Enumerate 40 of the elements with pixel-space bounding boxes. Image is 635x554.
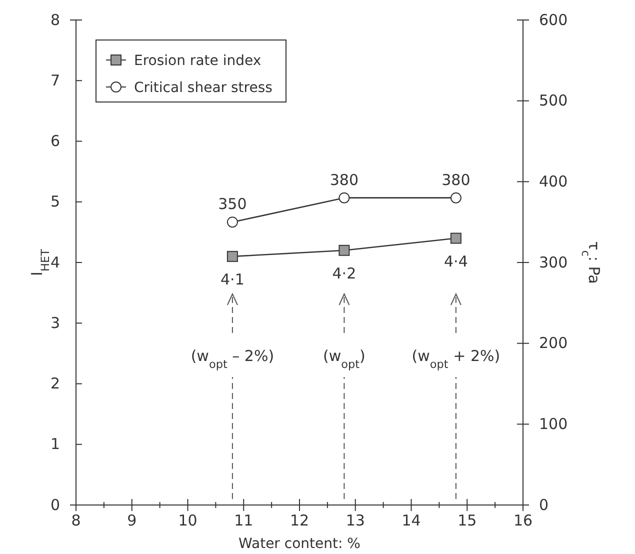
y-tick-label: 4 (50, 253, 60, 272)
x-axis-title: Water content: % (238, 536, 360, 552)
legend-label: Erosion rate index (134, 53, 262, 69)
x-tick-label: 15 (458, 512, 477, 530)
y-tick-label: 0 (50, 496, 60, 514)
point (450, 232, 462, 244)
y-tick-label: 1 (50, 435, 60, 454)
annotation: (w$_{opt}$) (322, 347, 366, 370)
annotation: (w$_{opt}$ + 2%) (412, 347, 500, 370)
data-label: 4·4 (444, 252, 468, 270)
data-label: 4·2 (332, 264, 356, 282)
y-tick-label: 5 (50, 192, 60, 211)
x-tick-label: 10 (178, 512, 198, 530)
y-tick-label: 6 (50, 132, 60, 150)
y2-tick-label: 200 (539, 334, 568, 352)
x-tick-label: 11 (234, 512, 254, 530)
data-label: 380 (442, 170, 470, 189)
y-tick-label: 3 (50, 314, 60, 332)
x-tick-label: 13 (346, 512, 365, 530)
y2-tick-label: 500 (539, 92, 568, 110)
y2-tick-label: 400 (539, 172, 568, 190)
annotation: (w$_{opt}$ – 2%) (190, 347, 274, 370)
x-tick-label: 14 (402, 512, 421, 530)
y-tick-label: 8 (50, 10, 60, 29)
x-tick-label: 12 (290, 512, 310, 530)
point (338, 244, 350, 256)
y2-tick-label: 300 (539, 253, 568, 272)
x-tick-label: 9 (127, 512, 137, 530)
y2-tick-label: 100 (539, 414, 568, 433)
x-tick-label: 8 (71, 512, 81, 530)
legend-label: Critical shear stress (134, 80, 272, 96)
x-tick-label: 16 (513, 512, 533, 530)
y2-tick-label: 600 (539, 10, 568, 29)
y-tick-label: 7 (50, 71, 60, 90)
y-tick-label: 2 (50, 374, 60, 393)
data-label: 350 (218, 195, 247, 214)
data-label: 380 (330, 170, 359, 189)
point (226, 250, 238, 262)
data-label: 4·1 (220, 270, 244, 288)
y2-tick-label: 0 (539, 496, 549, 514)
